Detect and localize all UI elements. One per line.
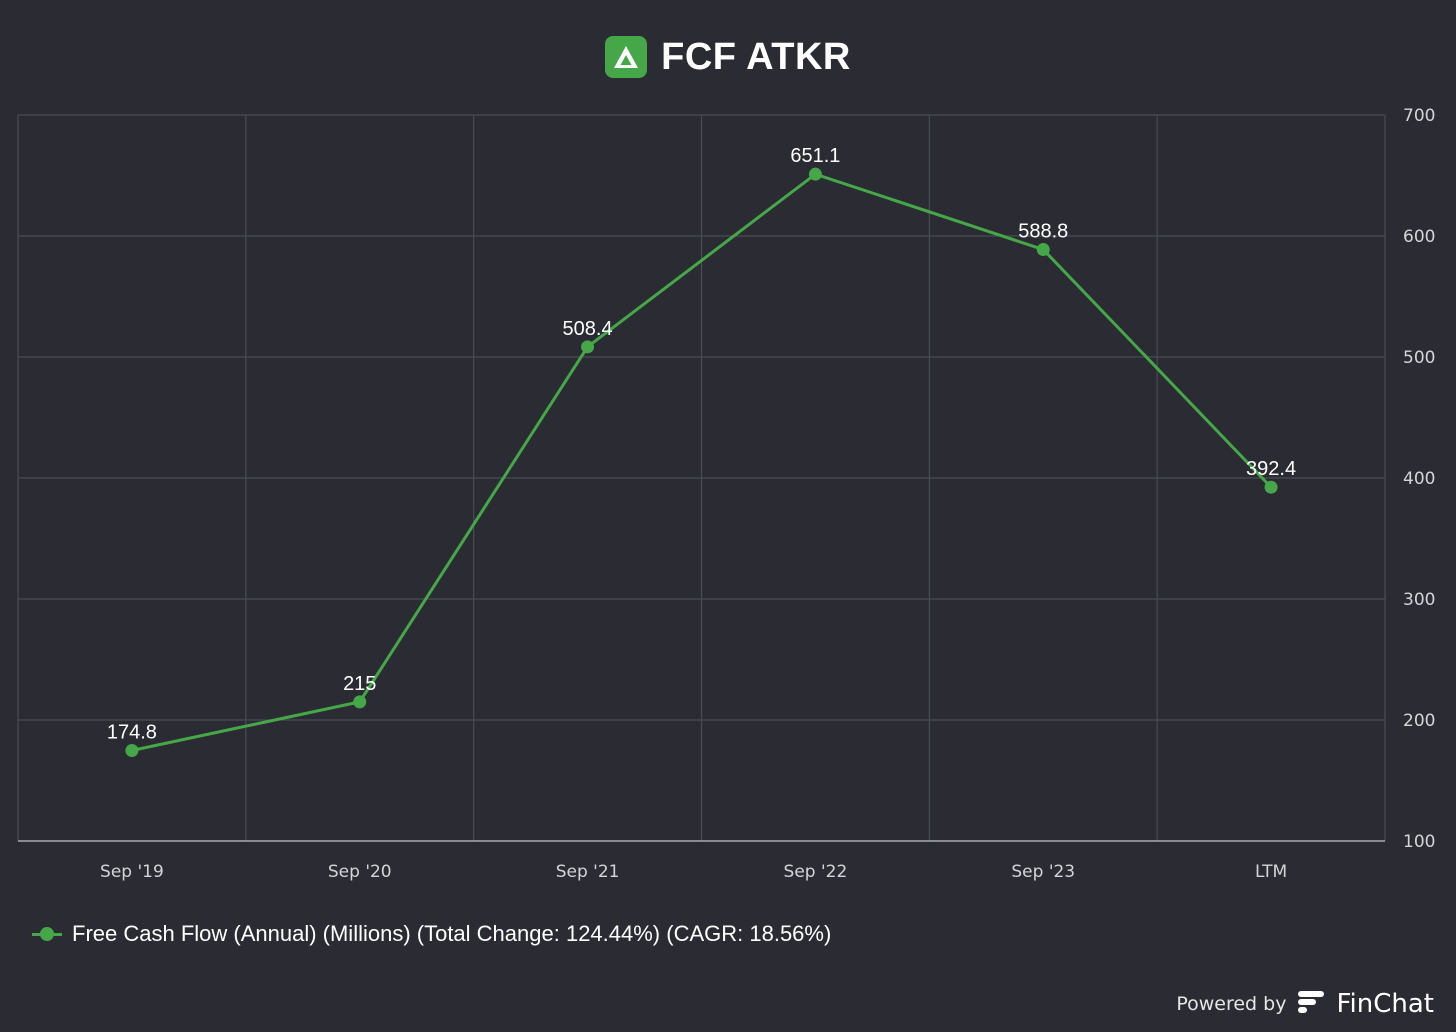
y-tick-label: 300 xyxy=(1403,590,1435,610)
y-tick-label: 100 xyxy=(1403,832,1435,852)
chart-header: FCF ATKR xyxy=(0,34,1456,80)
y-tick-label: 400 xyxy=(1403,469,1435,489)
data-point xyxy=(353,695,367,709)
footer-credit: Powered by FinChat xyxy=(1176,984,1434,1024)
x-tick-label: Sep '19 xyxy=(100,862,164,882)
legend-marker-icon xyxy=(32,926,62,942)
x-tick-label: LTM xyxy=(1255,862,1287,882)
data-point xyxy=(125,743,139,757)
data-label: 651.1 xyxy=(790,145,840,167)
atkore-logo-icon xyxy=(605,36,648,78)
data-labels: 174.8 215 508.4 651.1 588.8 392.4 xyxy=(107,145,1296,743)
finchat-brand-text: FinChat xyxy=(1336,989,1434,1019)
y-tick-label: 600 xyxy=(1403,227,1435,247)
x-tick-label: Sep '23 xyxy=(1011,862,1075,882)
data-label: 588.8 xyxy=(1018,221,1068,243)
y-tick-labels: 100 200 300 400 500 600 700 xyxy=(1403,106,1435,852)
y-tick-label: 700 xyxy=(1403,106,1435,126)
series-line-group xyxy=(125,167,1278,757)
x-tick-label: Sep '21 xyxy=(556,862,620,882)
legend-label: Free Cash Flow (Annual) (Millions) (Tota… xyxy=(72,921,832,946)
finchat-logo-icon xyxy=(1296,989,1326,1020)
x-tick-label: Sep '20 xyxy=(328,862,392,882)
powered-by-text: Powered by xyxy=(1176,993,1287,1015)
data-label: 215 xyxy=(343,673,376,695)
y-tick-label: 500 xyxy=(1403,348,1435,368)
legend[interactable]: Free Cash Flow (Annual) (Millions) (Tota… xyxy=(32,916,831,952)
x-tick-labels: Sep '19 Sep '20 Sep '21 Sep '22 Sep '23 LTM xyxy=(100,862,1287,882)
data-point xyxy=(1036,243,1050,257)
data-label: 174.8 xyxy=(107,721,157,743)
data-label: 392.4 xyxy=(1246,458,1296,480)
y-tick-label: 200 xyxy=(1403,711,1435,731)
data-point xyxy=(808,167,822,181)
grid-lines xyxy=(17,114,1386,841)
data-label: 508.4 xyxy=(563,318,613,340)
data-point xyxy=(1264,480,1278,494)
x-tick-label: Sep '22 xyxy=(784,862,848,882)
data-point xyxy=(581,340,595,354)
chart-title: FCF ATKR xyxy=(661,35,851,78)
series-line xyxy=(131,172,1273,752)
